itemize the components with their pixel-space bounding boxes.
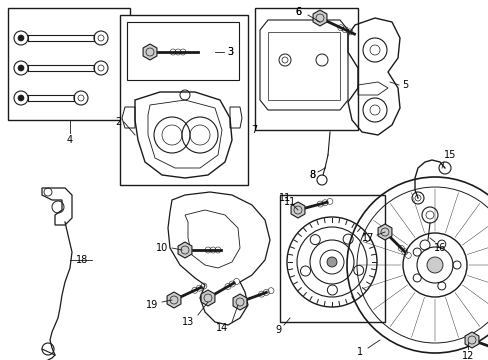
Text: 9: 9 xyxy=(274,325,281,335)
Text: 3: 3 xyxy=(226,47,233,57)
Polygon shape xyxy=(143,44,157,60)
Text: 11: 11 xyxy=(284,197,296,207)
Bar xyxy=(120,15,247,185)
Text: 18: 18 xyxy=(76,255,88,265)
Circle shape xyxy=(18,65,24,71)
Polygon shape xyxy=(201,290,215,306)
Text: 12: 12 xyxy=(461,351,473,360)
Circle shape xyxy=(426,257,442,273)
Text: 10: 10 xyxy=(156,243,168,253)
Text: 4: 4 xyxy=(67,135,73,145)
Bar xyxy=(254,8,357,130)
Bar xyxy=(8,8,130,120)
Text: 5: 5 xyxy=(401,80,407,90)
Text: 2: 2 xyxy=(115,117,121,127)
Polygon shape xyxy=(377,224,391,240)
Polygon shape xyxy=(233,294,246,310)
Text: 13: 13 xyxy=(182,317,194,327)
Bar xyxy=(280,195,384,322)
Text: 8: 8 xyxy=(308,170,314,180)
Text: 1: 1 xyxy=(356,347,362,357)
Text: 6: 6 xyxy=(294,7,301,17)
Polygon shape xyxy=(167,292,181,308)
Text: 7: 7 xyxy=(250,125,257,135)
Text: 15: 15 xyxy=(443,150,455,160)
Text: 8: 8 xyxy=(308,170,314,180)
Text: 16: 16 xyxy=(433,243,445,253)
Text: 11: 11 xyxy=(278,193,290,203)
Text: 6: 6 xyxy=(294,7,301,17)
Polygon shape xyxy=(178,242,191,258)
Polygon shape xyxy=(290,202,305,218)
Polygon shape xyxy=(464,332,478,348)
Circle shape xyxy=(326,257,336,267)
Text: 19: 19 xyxy=(145,300,158,310)
Circle shape xyxy=(18,35,24,41)
Polygon shape xyxy=(312,10,326,26)
Circle shape xyxy=(18,95,24,101)
Text: 3: 3 xyxy=(226,47,233,57)
Text: 17: 17 xyxy=(361,233,373,243)
Text: 14: 14 xyxy=(215,323,228,333)
Bar xyxy=(127,22,239,80)
